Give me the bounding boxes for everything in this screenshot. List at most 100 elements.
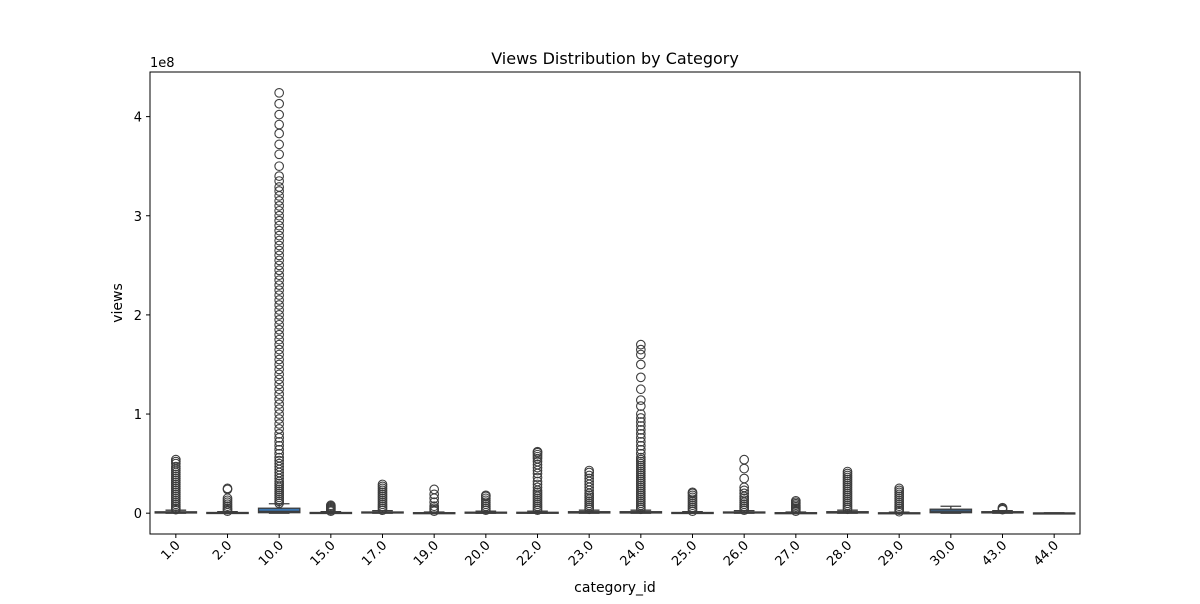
outlier-point: [274, 280, 285, 291]
outlier-point: [584, 473, 595, 484]
outlier-point: [274, 182, 285, 192]
outlier-point: [274, 240, 285, 251]
outlier-point: [274, 374, 285, 385]
y-axis: 0 1 2 3 4: [134, 111, 150, 522]
outlier-point: [635, 372, 646, 383]
outlier-point: [635, 409, 646, 419]
outlier-point: [274, 452, 285, 463]
outlier-point: [739, 454, 750, 465]
box-group-44-0: [1032, 512, 1076, 515]
outlier-point: [377, 479, 388, 490]
outlier-point: [274, 404, 285, 414]
outlier-point: [274, 260, 285, 271]
box-group-43-0: [981, 502, 1024, 515]
x-axis-label: category_id: [574, 580, 656, 596]
axes-frame: [149, 71, 1081, 535]
outlier-point: [274, 270, 285, 281]
outlier-point: [842, 466, 853, 477]
outlier-point: [739, 488, 750, 499]
outlier-point: [635, 395, 646, 406]
y-tick-label: 0: [134, 507, 142, 522]
outlier-point: [429, 497, 440, 508]
outlier-point: [274, 354, 285, 365]
outlier-point: [274, 414, 285, 424]
outlier-point: [274, 149, 285, 160]
y-tick-label: 2: [134, 309, 142, 324]
outlier-point: [584, 470, 595, 481]
outlier-point: [274, 448, 285, 459]
outlier-point: [635, 440, 646, 451]
outlier-point: [274, 255, 285, 266]
outlier-point: [274, 429, 285, 439]
outlier-point: [635, 349, 646, 360]
outlier-point: [274, 329, 285, 340]
outlier-point: [687, 487, 698, 498]
outlier-point: [274, 369, 285, 380]
outlier-point: [274, 384, 285, 395]
box-group-28-0: [826, 466, 869, 515]
y-axis-label: views: [110, 283, 126, 323]
box-group-19-0: [412, 484, 456, 517]
outlier-point: [635, 421, 646, 431]
outlier-point: [274, 225, 285, 236]
outlier-point: [274, 359, 285, 370]
outlier-point: [274, 109, 285, 120]
outlier-point: [274, 230, 285, 241]
outlier-point: [274, 305, 285, 315]
outlier-point: [635, 401, 646, 411]
box-group-15-0: [309, 500, 353, 517]
y-axis-offset-label: 1e8: [150, 56, 175, 71]
outlier-point: [274, 310, 285, 320]
outlier-point: [635, 448, 646, 459]
outlier-point: [170, 454, 181, 465]
outlier-point: [274, 161, 285, 172]
outlier-point: [739, 473, 750, 484]
outlier-point: [274, 300, 285, 310]
y-tick-label: 1: [134, 408, 142, 423]
outlier-point: [532, 479, 543, 490]
outlier-point: [635, 344, 646, 355]
outlier-point: [274, 440, 285, 451]
box-group-1-0: [154, 454, 198, 515]
outlier-point: [274, 419, 285, 429]
outlier-point: [635, 432, 646, 443]
outlier-point: [274, 394, 285, 405]
outlier-point: [274, 424, 285, 434]
outlier-point: [274, 250, 285, 261]
outlier-point: [274, 315, 285, 325]
outlier-point: [274, 399, 285, 409]
outlier-point: [790, 495, 801, 506]
box-group-29-0: [877, 483, 921, 517]
outlier-point: [635, 384, 646, 395]
box-group-30-0: [929, 505, 973, 514]
outlier-point: [274, 171, 285, 181]
outlier-point: [635, 452, 646, 463]
outlier-point: [635, 359, 646, 370]
box-group-24-0: [619, 339, 663, 515]
outlier-point: [274, 87, 285, 98]
outlier-point: [584, 465, 595, 476]
outlier-point: [274, 409, 285, 419]
outlier-point: [532, 472, 543, 483]
outlier-point: [274, 344, 285, 355]
outlier-point: [274, 364, 285, 375]
outlier-point: [274, 458, 285, 469]
outlier-point: [274, 186, 285, 196]
outlier-point: [429, 484, 440, 495]
outlier-point: [274, 389, 285, 400]
outlier-point: [635, 444, 646, 455]
outlier-point: [274, 176, 285, 186]
outlier-point: [274, 319, 285, 330]
outlier-point: [635, 413, 646, 423]
outlier-point: [635, 339, 646, 350]
outlier-point: [532, 446, 543, 457]
outlier-point: [532, 476, 543, 487]
outlier-point: [325, 500, 336, 511]
outlier-point: [274, 444, 285, 455]
box-group-25-0: [671, 487, 714, 517]
y-tick-label: 3: [134, 210, 142, 225]
iqr-box: [257, 507, 301, 514]
outlier-point: [429, 501, 440, 512]
